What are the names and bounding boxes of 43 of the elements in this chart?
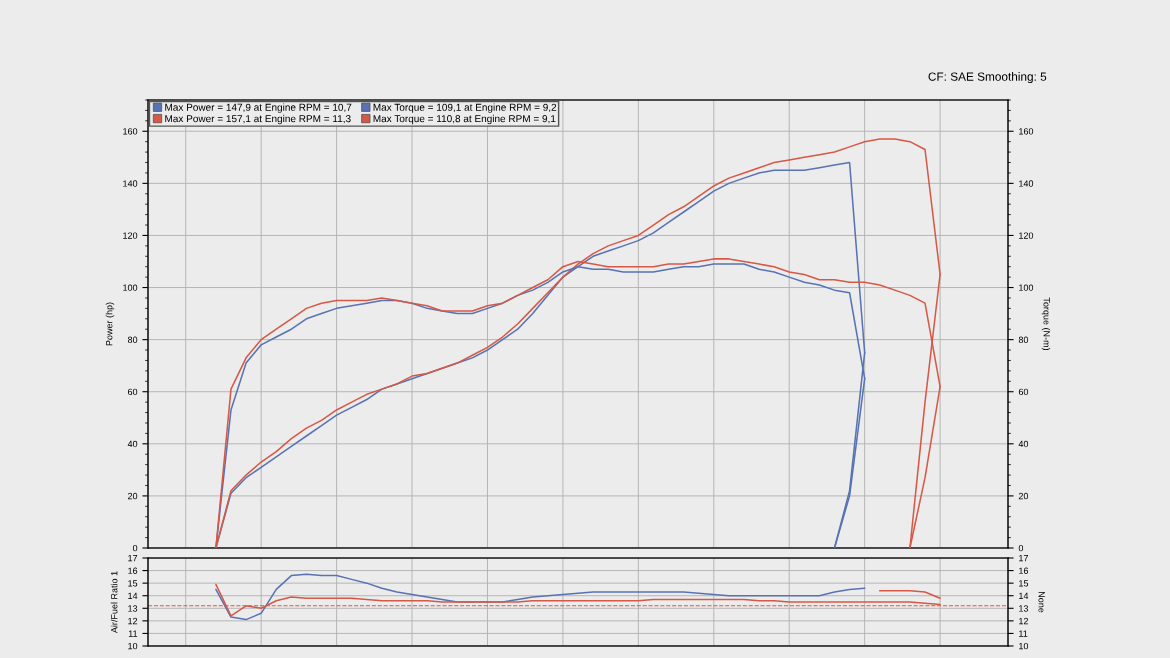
y-tick-label: 140: [123, 180, 138, 187]
y-tick-label: 12: [128, 617, 138, 625]
y2-axis-title: None: [1038, 591, 1045, 613]
y2-tick-label: 16: [1019, 567, 1029, 574]
y2-tick-label: 20: [1018, 492, 1029, 500]
y2-tick-label: 12: [1019, 617, 1028, 625]
y-tick-label: 60: [128, 388, 138, 396]
y2-tick-label: 40: [1018, 440, 1029, 448]
y2-tick-label: 0: [1018, 544, 1024, 552]
legend-label: Max Power = 147,9 at Engine RPM = 10,7: [165, 103, 352, 113]
y-tick-label: 120: [123, 232, 138, 239]
y2-tick-label: 80: [1018, 336, 1029, 343]
y-tick-label: 14: [128, 592, 138, 599]
y-tick-label: 100: [123, 284, 138, 291]
y2-tick-label: 120: [1019, 232, 1034, 239]
y2-axis-title: Torque (N-m): [1041, 297, 1051, 351]
y-axis-title: Air/Fuel Ratio 1: [110, 571, 118, 634]
y-tick-label: 10: [128, 642, 138, 650]
y-tick-label: 13: [128, 605, 138, 612]
y-tick-label: 16: [128, 567, 138, 574]
legend-label: Max Torque = 110,8 at Engine RPM = 9,1: [373, 114, 556, 125]
y2-tick-label: 13: [1019, 605, 1029, 612]
y2-tick-label: 11: [1019, 630, 1028, 637]
y2-tick-label: 15: [1019, 580, 1029, 587]
y2-tick-label: 160: [1019, 128, 1034, 135]
y-tick-label: 40: [127, 440, 138, 448]
y-tick-label: 80: [127, 336, 138, 343]
y-tick-label: 11: [128, 630, 138, 637]
y-tick-label: 15: [128, 580, 138, 587]
legend-label: Max Torque = 109,1 at Engine RPM = 9,2: [373, 103, 557, 113]
text: CF: SAE Smoothing: 5: [928, 72, 1047, 84]
y-tick-label: 20: [128, 492, 138, 500]
y2-tick-label: 14: [1019, 592, 1029, 599]
y-tick-label: 0: [132, 544, 138, 552]
legend-label: Max Power = 157,1 at Engine RPM = 11,3: [165, 114, 351, 125]
y-tick-label: 160: [123, 128, 138, 135]
y2-tick-label: 10: [1019, 642, 1029, 650]
y2-tick-label: 17: [1019, 555, 1028, 562]
y-tick-label: 17: [128, 555, 138, 562]
y2-tick-label: 60: [1018, 388, 1029, 396]
y2-tick-label: 100: [1019, 284, 1034, 291]
y2-tick-label: 140: [1019, 180, 1034, 187]
y-axis-title: Power (hp): [105, 302, 115, 346]
